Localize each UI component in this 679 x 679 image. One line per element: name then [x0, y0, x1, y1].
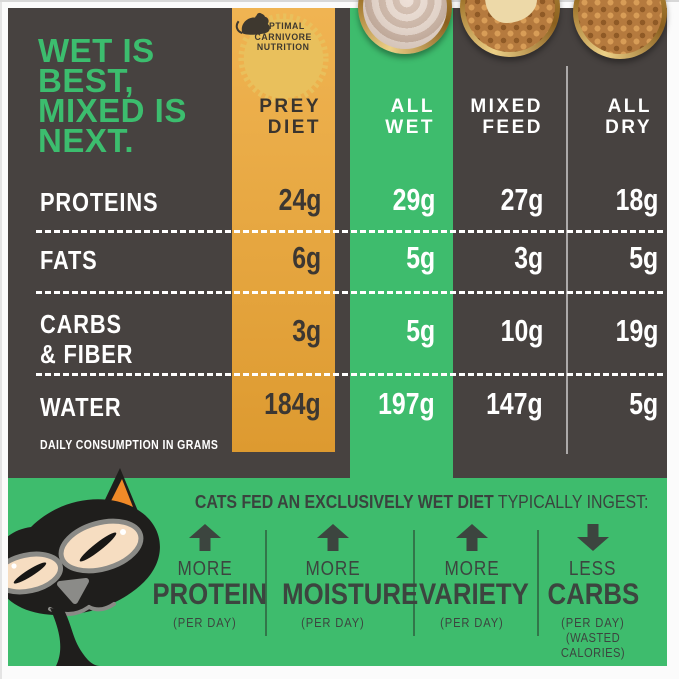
- benefit-more-moisture: MORE MOISTURE (PER DAY): [271, 524, 418, 630]
- column-header-all-dry: ALL DRY: [605, 96, 652, 138]
- title-line: WET IS: [38, 32, 155, 69]
- title-line: NEXT.: [38, 122, 135, 159]
- cell-water-prey: 184g: [264, 386, 321, 421]
- black-cat-illustration: [8, 468, 160, 666]
- benefits-heading: CATS FED AN EXCLUSIVELY WET DIET TYPICAL…: [194, 491, 649, 512]
- cell-carbs-prey: 3g: [292, 313, 321, 348]
- row-separator: [36, 291, 663, 294]
- row-separator: [36, 373, 663, 376]
- cell-carbs-wet: 5g: [406, 313, 435, 348]
- cell-fats-dry: 5g: [629, 240, 658, 275]
- cell-carbs-dry: 19g: [615, 313, 658, 348]
- column-divider: [566, 66, 568, 454]
- wet-pate-food: [363, 0, 447, 49]
- up-arrow-icon: [316, 524, 350, 551]
- cell-proteins-mixed: 27g: [500, 182, 543, 217]
- starburst-icon: [238, 13, 329, 104]
- benefit-divider: [537, 530, 539, 636]
- benefit-less-carbs: LESS CARBS (PER DAY) (WASTED CALORIES): [531, 524, 655, 660]
- cell-water-mixed: 147g: [486, 386, 543, 421]
- mixed-food: [465, 0, 555, 52]
- cell-proteins-prey: 24g: [278, 182, 321, 217]
- column-header-all-wet: ALL WET: [385, 96, 435, 138]
- row-label-proteins: PROTEINS: [40, 187, 159, 217]
- page-title: WET IS BEST, MIXED IS NEXT.: [38, 32, 187, 159]
- benefit-divider: [265, 530, 267, 636]
- cell-water-wet: 197g: [378, 386, 435, 421]
- cell-fats-mixed: 3g: [514, 240, 543, 275]
- table-footnote: DAILY CONSUMPTION IN GRAMS: [40, 438, 219, 452]
- benefit-divider: [413, 530, 415, 636]
- badge-text: OPTIMAL CARNIVORE NUTRITION: [254, 21, 313, 53]
- mouse-icon: [235, 12, 270, 35]
- optimal-carnivore-nutrition-badge: OPTIMAL CARNIVORE NUTRITION: [235, 10, 332, 107]
- down-arrow-icon: [576, 524, 610, 551]
- column-header-mixed-feed: MIXED FEED: [470, 96, 543, 138]
- up-arrow-icon: [455, 524, 489, 551]
- cell-carbs-mixed: 10g: [500, 313, 543, 348]
- title-line: MIXED IS: [38, 92, 187, 129]
- cell-fats-prey: 6g: [292, 240, 321, 275]
- dry-kibble-food: [578, 0, 662, 54]
- cell-proteins-wet: 29g: [392, 182, 435, 217]
- column-header-prey-diet: PREY DIET: [259, 96, 321, 138]
- row-label-fats: FATS: [40, 245, 98, 275]
- row-label-carbs-fiber: CARBS & FIBER: [40, 309, 134, 369]
- benefit-more-variety: MORE VARIETY (PER DAY): [410, 524, 534, 630]
- comparison-table-section: WET IS BEST, MIXED IS NEXT.: [8, 8, 667, 478]
- title-line: BEST,: [38, 62, 135, 99]
- poster: WET IS BEST, MIXED IS NEXT.: [8, 8, 667, 666]
- all-wet-column: [350, 8, 453, 478]
- cell-fats-wet: 5g: [406, 240, 435, 275]
- row-separator: [36, 230, 663, 233]
- cell-water-dry: 5g: [629, 386, 658, 421]
- cell-proteins-dry: 18g: [615, 182, 658, 217]
- benefit-more-protein: MORE PROTEIN (PER DAY): [143, 524, 267, 630]
- up-arrow-icon: [188, 524, 222, 551]
- wet-diet-benefits-section: CATS FED AN EXCLUSIVELY WET DIET TYPICAL…: [8, 478, 667, 666]
- row-label-water: WATER: [40, 392, 122, 422]
